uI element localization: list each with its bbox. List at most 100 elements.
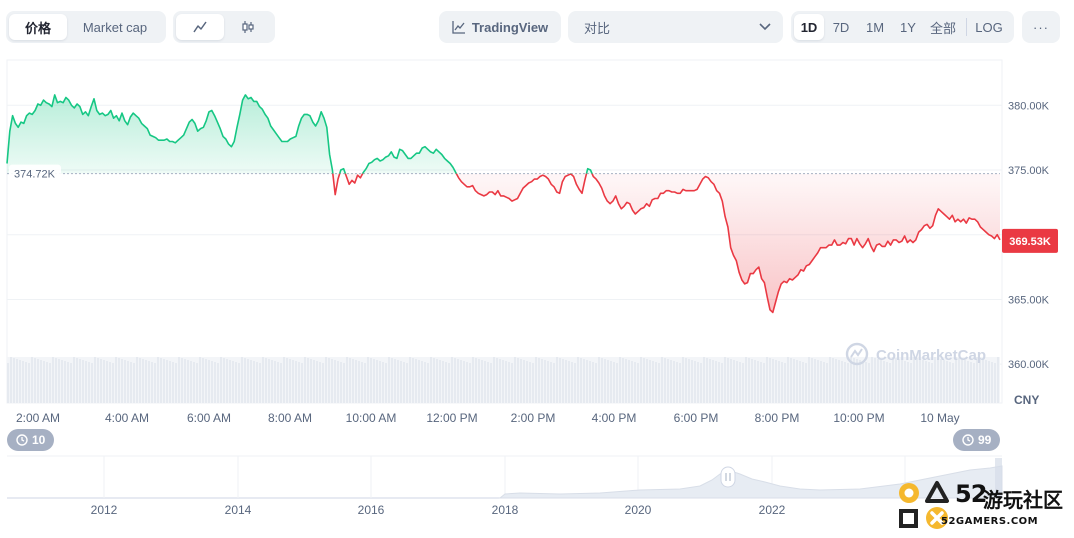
- volume-bar: [49, 363, 51, 403]
- volume-bar: [673, 361, 675, 403]
- volume-bar: [373, 359, 375, 403]
- volume-bar: [58, 359, 60, 403]
- volume-bar: [310, 359, 312, 403]
- volume-bar: [652, 361, 654, 403]
- volume-bar: [370, 358, 372, 403]
- volume-bar: [25, 362, 27, 403]
- history-right-count: 99: [978, 433, 992, 447]
- volume-bar: [622, 358, 624, 403]
- volume-bar: [364, 363, 366, 403]
- volume-bar: [559, 358, 561, 403]
- volume-bar: [136, 357, 138, 403]
- volume-bar: [913, 357, 915, 403]
- volume-bar: [262, 357, 264, 403]
- volume-bar: [937, 358, 939, 403]
- tab-price[interactable]: 价格: [9, 14, 67, 40]
- candle-chart-button[interactable]: [224, 14, 272, 40]
- volume-bar: [100, 359, 102, 403]
- time-navigator[interactable]: 2012 2014 2016 2018 2020 2022: [0, 430, 1074, 538]
- volume-bar: [838, 360, 840, 403]
- volume-bar: [916, 358, 918, 403]
- volume-bar: [211, 361, 213, 403]
- volume-bar: [106, 361, 108, 403]
- volume-bar: [682, 357, 684, 403]
- volume-bar: [553, 363, 555, 403]
- volume-bar: [988, 361, 990, 403]
- volume-bar: [679, 363, 681, 403]
- volume-bar: [445, 362, 447, 403]
- compare-select[interactable]: 对比: [568, 11, 783, 43]
- volume-bar: [730, 359, 732, 403]
- chevron-down-icon: [759, 23, 771, 31]
- more-options-button[interactable]: ···: [1022, 11, 1060, 43]
- volume-bar: [412, 358, 414, 403]
- range-1y[interactable]: 1Y: [900, 19, 916, 35]
- area-below-baseline: [332, 173, 1000, 313]
- volume-bar: [505, 361, 507, 403]
- volume-bar: [898, 359, 900, 403]
- volume-bar: [595, 363, 597, 403]
- x-tick-label: 8:00 AM: [268, 411, 312, 425]
- range-toggle: 1D 7D 1M 1Y 全部 LOG: [791, 11, 1014, 43]
- volume-bar: [52, 357, 54, 403]
- volume-bar: [787, 357, 789, 403]
- volume-bar: [352, 359, 354, 403]
- volume-bar: [607, 360, 609, 403]
- volume-bar: [91, 363, 93, 403]
- volume-bar: [883, 361, 885, 403]
- volume-bar: [943, 360, 945, 403]
- history-left-count: 10: [32, 433, 46, 447]
- volume-bar: [79, 359, 81, 403]
- history-right-pill[interactable]: 99: [953, 429, 1001, 451]
- navigator-year-label: 2020: [625, 503, 652, 517]
- volume-bar: [514, 357, 516, 403]
- history-left-pill[interactable]: 10: [7, 429, 55, 451]
- volume-bar: [82, 360, 84, 403]
- x-tick-label: 10:00 AM: [346, 411, 397, 425]
- volume-bar: [208, 360, 210, 403]
- volume-bar: [691, 360, 693, 403]
- volume-bar: [118, 358, 120, 403]
- volume-bar: [37, 359, 39, 403]
- volume-bar: [34, 358, 36, 403]
- range-7d[interactable]: 7D: [832, 19, 850, 35]
- volume-bar: [721, 363, 723, 403]
- volume-bar: [187, 360, 189, 403]
- range-1d[interactable]: 1D: [794, 14, 824, 40]
- log-scale-button[interactable]: LOG: [975, 19, 1003, 35]
- volume-bar: [463, 361, 465, 403]
- volume-bar: [487, 362, 489, 403]
- navigator-handle[interactable]: [720, 466, 736, 488]
- volume-bar: [640, 357, 642, 403]
- volume-bar: [646, 359, 648, 403]
- volume-bar: [934, 357, 936, 403]
- volume-bar: [676, 362, 678, 403]
- tab-market-cap[interactable]: Market cap: [82, 19, 148, 35]
- volume-bar: [256, 362, 258, 403]
- volume-bar: [457, 359, 459, 403]
- range-all[interactable]: 全部: [929, 20, 956, 36]
- volume-bar: [859, 360, 861, 403]
- volume-bar: [589, 361, 591, 403]
- volume-bar: [223, 358, 225, 403]
- volume-bar: [880, 360, 882, 403]
- range-1m[interactable]: 1M: [865, 19, 885, 35]
- line-chart-button[interactable]: [176, 14, 224, 40]
- volume-bar: [292, 360, 294, 403]
- volume-bar: [121, 359, 123, 403]
- volume-bar: [577, 357, 579, 403]
- price-chart[interactable]: CoinMarketCap 380.00K375.00K370.00K365.0…: [0, 58, 1074, 430]
- volume-bar: [727, 358, 729, 403]
- volume-bar: [46, 362, 48, 403]
- volume-bar: [220, 357, 222, 403]
- tradingview-button[interactable]: TradingView: [439, 11, 561, 43]
- volume-bar: [490, 363, 492, 403]
- volume-bar: [826, 363, 828, 403]
- volume-bar: [196, 363, 198, 403]
- volume-bar: [958, 358, 960, 403]
- volume-bar: [952, 363, 954, 403]
- volume-bar: [238, 363, 240, 403]
- history-clock-icon: [16, 434, 28, 446]
- volume-bar: [733, 360, 735, 403]
- volume-bar: [217, 363, 219, 403]
